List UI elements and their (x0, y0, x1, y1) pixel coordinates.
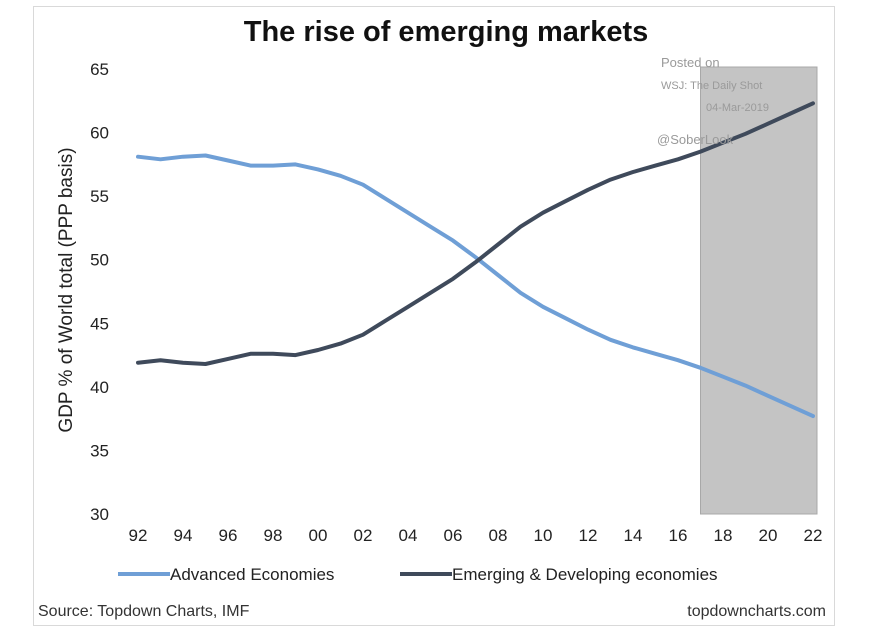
watermark-source: WSJ: The Daily Shot (661, 80, 762, 92)
x-tick-label: 02 (354, 526, 373, 545)
x-axis-ticks: 92 94 96 98 00 02 04 06 08 10 12 14 16 18 20 22 (129, 526, 823, 545)
legend: Advanced Economies Emerging & Developing… (118, 565, 718, 584)
x-tick-label: 94 (174, 526, 193, 545)
x-tick-label: 10 (534, 526, 553, 545)
x-tick-label: 06 (444, 526, 463, 545)
legend-label-advanced: Advanced Economies (170, 565, 334, 584)
forecast-shaded-region (700, 66, 818, 515)
watermark-posted: Posted on (661, 55, 720, 70)
x-tick-label: 98 (264, 526, 283, 545)
x-tick-label: 92 (129, 526, 148, 545)
x-tick-label: 18 (714, 526, 733, 545)
y-tick-label: 45 (90, 314, 109, 333)
series-line-advanced (136, 153, 815, 419)
series-lines (136, 101, 815, 419)
x-tick-label: 20 (759, 526, 778, 545)
y-tick-label: 35 (90, 441, 109, 460)
x-tick-label: 14 (624, 526, 643, 545)
watermark-date: 04-Mar-2019 (706, 102, 769, 114)
y-axis-ticks: 30 35 40 45 50 55 60 65 (90, 60, 109, 524)
y-tick-label: 40 (90, 378, 109, 397)
watermark: Posted on WSJ: The Daily Shot 04-Mar-201… (657, 55, 769, 147)
y-tick-label: 65 (90, 60, 109, 79)
x-tick-label: 12 (579, 526, 598, 545)
website-credit: topdowncharts.com (687, 603, 826, 620)
legend-label-emerging: Emerging & Developing economies (452, 565, 718, 584)
x-tick-label: 00 (309, 526, 328, 545)
y-tick-label: 50 (90, 251, 109, 270)
x-tick-label: 16 (669, 526, 688, 545)
x-tick-label: 96 (219, 526, 238, 545)
chart-title: The rise of emerging markets (244, 16, 649, 48)
x-tick-label: 08 (489, 526, 508, 545)
y-tick-label: 55 (90, 187, 109, 206)
source-note: Source: Topdown Charts, IMF (38, 603, 250, 620)
x-tick-label: 04 (399, 526, 418, 545)
x-tick-label: 22 (804, 526, 823, 545)
y-tick-label: 30 (90, 505, 109, 524)
y-axis-label: GDP % of World total (PPP basis) (56, 147, 77, 432)
watermark-handle: @SoberLook (657, 132, 734, 147)
y-tick-label: 60 (90, 124, 109, 143)
forecast-shading-layer (700, 66, 818, 515)
series-line-emerging (136, 101, 815, 366)
